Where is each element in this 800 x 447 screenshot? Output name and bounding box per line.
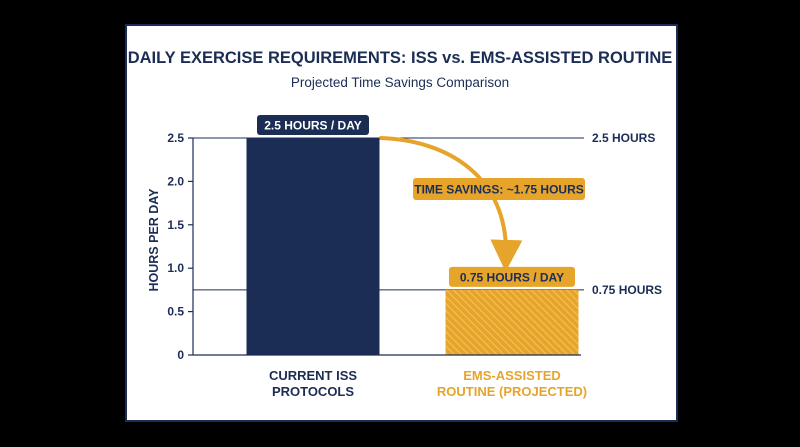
reference-line-label: 2.5 HOURS [592, 131, 655, 145]
bars-group [246, 138, 579, 355]
data-label-box [257, 115, 369, 135]
data-label-box [449, 266, 575, 287]
y-tick-label: 2.5 [167, 131, 184, 145]
y-tick-label: 0 [177, 348, 184, 362]
savings-label-box [413, 178, 585, 200]
bar-ems-assisted [445, 289, 579, 355]
y-axis-label: HOURS PER DAY [147, 188, 161, 292]
chart-subtitle: Projected Time Savings Comparison [291, 75, 509, 90]
category-label: ROUTINE (PROJECTED) [437, 384, 587, 399]
y-tick-label: 2.0 [167, 174, 184, 188]
time-savings-annotation: TIME SAVINGS: ~1.75 HOURS [379, 136, 585, 272]
category-label: CURRENT ISS [269, 368, 357, 383]
savings-arrow [379, 136, 523, 272]
category-label: PROTOCOLS [272, 384, 354, 399]
y-axis-ticks: 0 0.5 1.0 1.5 2.0 2.5 [167, 131, 193, 362]
savings-label: TIME SAVINGS: ~1.75 HOURS [414, 183, 583, 197]
data-labels: 2.5 HOURS / DAY 0.75 HOURS / DAY [257, 115, 575, 287]
y-tick-label: 0.5 [167, 305, 184, 319]
chart-title: DAILY EXERCISE REQUIREMENTS: ISS vs. EMS… [128, 49, 673, 67]
data-label: 2.5 HOURS / DAY [264, 119, 362, 133]
y-tick-label: 1.0 [167, 261, 184, 275]
y-tick-label: 1.5 [167, 218, 184, 232]
reference-line-label: 0.75 HOURS [592, 283, 662, 297]
bar-current-iss [246, 138, 380, 355]
data-label: 0.75 HOURS / DAY [460, 270, 564, 284]
category-label: EMS-ASSISTED [463, 368, 561, 383]
